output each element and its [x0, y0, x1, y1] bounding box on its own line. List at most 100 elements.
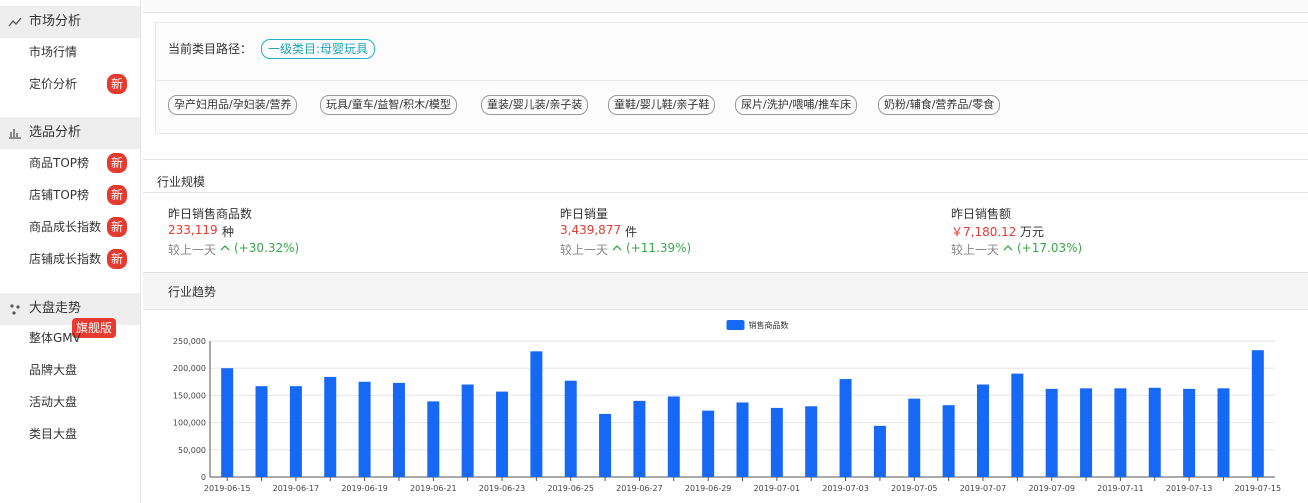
- x-tick-label: 2019-07-11: [1097, 484, 1144, 493]
- x-tick-label: 2019-06-17: [273, 484, 320, 493]
- menu-item[interactable]: 店铺成长指数: [29, 252, 102, 266]
- bar: [392, 382, 405, 477]
- stat-value: 233,119: [168, 223, 218, 237]
- change-rate: (+17.03%): [1017, 241, 1083, 255]
- category-tag[interactable]: 玩具/童车/益智/积木/模型: [320, 95, 457, 115]
- bar: [496, 391, 509, 477]
- chart: 0 50,000 100,000 150,000 200,000 250,000 2019-…: [173, 320, 1282, 493]
- bar: [1011, 373, 1024, 477]
- stat-unit: 万元: [1020, 225, 1045, 239]
- bar: [702, 410, 715, 477]
- x-tick-label: 2019-07-13: [1166, 484, 1213, 493]
- section-title: 行业趋势: [168, 285, 217, 299]
- bar: [667, 396, 680, 477]
- bar: [633, 400, 646, 477]
- change-rate: (+30.32%): [234, 241, 300, 255]
- menu-heading[interactable]: 选品分析: [0, 117, 140, 149]
- menu-item[interactable]: 商品TOP榜: [29, 156, 90, 170]
- bar: [1183, 388, 1196, 477]
- bar: [1217, 388, 1230, 477]
- current-category[interactable]: 一级类目:母婴玩具: [261, 39, 376, 59]
- x-tick-label: 2019-06-27: [616, 484, 663, 493]
- bar: [770, 407, 783, 477]
- new-badge: 新: [107, 74, 127, 94]
- bar: [289, 386, 302, 477]
- legend-label: 销售商品数: [749, 320, 789, 330]
- menu-item[interactable]: 类目大盘: [29, 427, 78, 441]
- bar: [1114, 388, 1127, 477]
- bar: [530, 351, 543, 477]
- bar: [358, 381, 371, 477]
- stat-label: 昨日销售额: [951, 207, 1012, 221]
- bar: [942, 405, 955, 477]
- bar: [736, 402, 749, 477]
- category-tag[interactable]: 孕产妇用品/孕妇装/营养: [168, 95, 298, 115]
- up-arrow: [220, 241, 230, 258]
- edition-badge: 旗舰版: [72, 318, 116, 338]
- compare-label: 较上一天: [560, 243, 609, 257]
- menu-heading-label: 大盘走势: [29, 301, 82, 316]
- menu-item[interactable]: 活动大盘: [29, 395, 78, 409]
- bar: [221, 368, 234, 477]
- menu-item[interactable]: 整体GMV: [29, 331, 81, 345]
- bar: [461, 384, 474, 477]
- menu-item[interactable]: 市场行情: [29, 45, 78, 59]
- x-tick-label: 2019-06-23: [479, 484, 525, 493]
- bar: [324, 376, 337, 477]
- stat-value: 3,439,877: [560, 223, 622, 237]
- bar: [1045, 388, 1058, 477]
- category-tag[interactable]: 尿片/洗护/喂哺/推车床: [735, 95, 858, 115]
- y-tick-label: 150,000: [173, 391, 206, 400]
- change-rate: (+11.39%): [626, 241, 692, 255]
- compare-label: 较上一天: [951, 243, 1000, 257]
- bar: [599, 413, 612, 477]
- bar: [805, 406, 818, 477]
- stat-unit: 件: [625, 225, 638, 239]
- bar: [873, 425, 886, 477]
- category-panel: [155, 22, 1308, 134]
- menu-item[interactable]: 定价分析: [29, 77, 78, 91]
- top-bar: [143, 0, 1308, 13]
- menu-heading-label: 选品分析: [29, 125, 82, 140]
- bar: [976, 384, 989, 477]
- stat-label: 昨日销售商品数: [168, 207, 253, 221]
- category-tag[interactable]: 童鞋/婴儿鞋/亲子鞋: [608, 95, 716, 115]
- bar: [1080, 388, 1093, 477]
- stat-label: 昨日销量: [560, 207, 609, 221]
- y-tick-label: 100,000: [173, 419, 206, 428]
- y-tick-label: 200,000: [173, 364, 206, 373]
- menu-heading[interactable]: 大盘走势: [0, 293, 140, 325]
- category-tag[interactable]: 童装/婴儿装/亲子装: [481, 95, 589, 115]
- bar: [1148, 387, 1161, 477]
- stat-unit: 种: [222, 225, 235, 239]
- bar: [255, 386, 268, 477]
- compare-label: 较上一天: [168, 243, 217, 257]
- bar: [427, 401, 440, 477]
- bar: [1251, 350, 1264, 477]
- menu-heading-label: 市场分析: [29, 14, 82, 29]
- x-tick-label: 2019-07-05: [891, 484, 938, 493]
- category-tag[interactable]: 奶粉/辅食/营养品/零食: [878, 95, 1001, 115]
- x-tick-label: 2019-07-07: [960, 484, 1007, 493]
- y-tick-label: 250,000: [173, 337, 206, 346]
- new-badge: 新: [107, 217, 127, 237]
- x-tick-label: 2019-06-29: [685, 484, 732, 493]
- x-tick-label: 2019-07-15: [1235, 484, 1282, 493]
- bar: [564, 380, 577, 477]
- menu-item[interactable]: 店铺TOP榜: [29, 188, 90, 202]
- x-tick-label: 2019-06-15: [204, 484, 251, 493]
- new-badge: 新: [107, 185, 127, 205]
- x-tick-label: 2019-06-19: [341, 484, 388, 493]
- x-tick-label: 2019-06-25: [547, 484, 594, 493]
- menu-item[interactable]: 商品成长指数: [29, 220, 102, 234]
- bar: [908, 398, 921, 477]
- legend-swatch: [726, 320, 745, 330]
- up-arrow: [1003, 241, 1013, 258]
- section-title: 行业规模: [157, 175, 206, 189]
- menu-heading[interactable]: 市场分析: [0, 6, 140, 38]
- menu-item[interactable]: 品牌大盘: [29, 363, 78, 377]
- bar: [839, 379, 852, 477]
- y-tick-label: 50,000: [178, 446, 206, 455]
- stat-value: ￥7,180.12: [951, 225, 1017, 239]
